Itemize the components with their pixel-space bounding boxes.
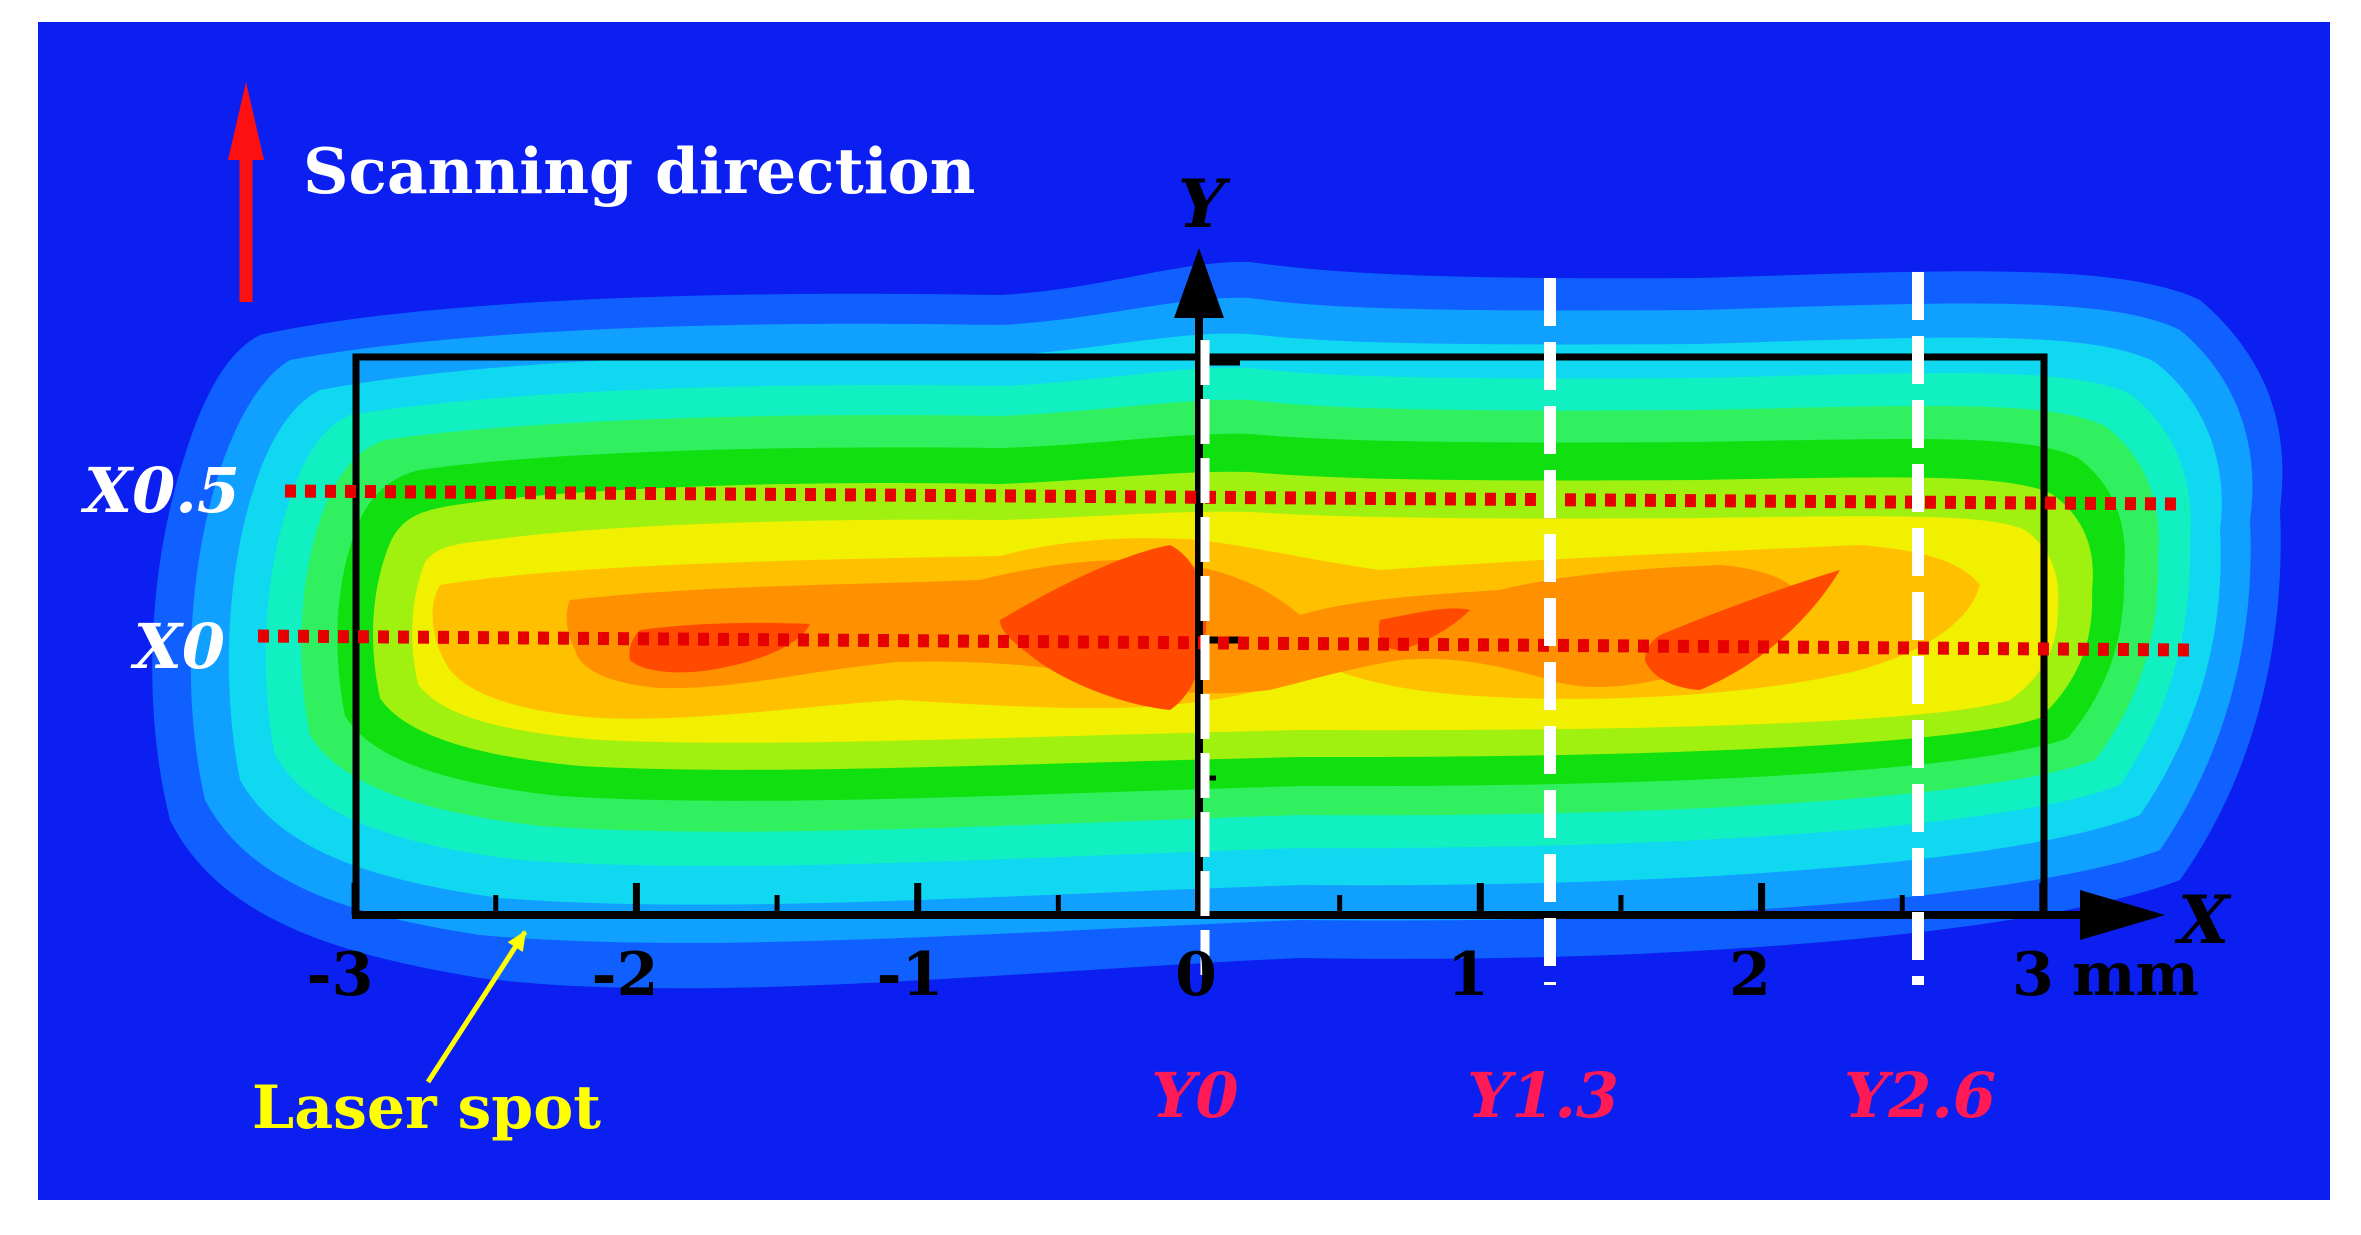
x-axis-arrowhead bbox=[2080, 890, 2165, 940]
y-axis-arrowhead bbox=[1174, 248, 1224, 318]
vertical-profile-lines bbox=[1200, 272, 1924, 985]
x-unit-label: mm bbox=[2072, 940, 2199, 1010]
profile-label-y26: Y2.6 bbox=[1844, 1059, 1996, 1132]
scan-direction-label: Scanning direction bbox=[303, 134, 975, 208]
profile-line-x05 bbox=[284, 484, 2186, 511]
laser-spot-label: Laser spot bbox=[252, 1073, 601, 1143]
profile-label-y13: Y1.3 bbox=[1467, 1059, 1619, 1132]
y-axis-label: Y bbox=[1178, 165, 1231, 243]
x-tick-label: 1 bbox=[1447, 940, 1489, 1010]
x-tick-label: -3 bbox=[307, 940, 374, 1010]
x-tick-label: -2 bbox=[592, 940, 659, 1010]
profile-label-x0: X0 bbox=[130, 610, 225, 683]
contour-hotspot-right bbox=[1645, 570, 1840, 690]
contour-map bbox=[152, 261, 2283, 989]
scan-arrow-head bbox=[228, 82, 264, 160]
x-tick-label: 2 bbox=[1729, 940, 1771, 1010]
profile-line-x0 bbox=[257, 629, 2191, 657]
axes bbox=[351, 248, 2165, 940]
x-tick-label: -1 bbox=[877, 940, 944, 1010]
profile-label-y0: Y0 bbox=[1151, 1059, 1238, 1132]
horizontal-profile-lines bbox=[257, 484, 2191, 657]
x-tick-label: 3 bbox=[2012, 940, 2054, 1010]
x-tick-label: 0 bbox=[1175, 940, 1217, 1010]
laser-spot-pointer-arrow bbox=[425, 930, 528, 1084]
x-axis-label: X bbox=[2174, 881, 2232, 959]
x-tick-marks bbox=[351, 883, 2047, 915]
contour-hotspot-center bbox=[1000, 545, 1207, 710]
x-tick-labels: -3 -2 -1 0 1 2 3 bbox=[307, 940, 2054, 1010]
profile-label-x05: X0.5 bbox=[80, 454, 240, 527]
